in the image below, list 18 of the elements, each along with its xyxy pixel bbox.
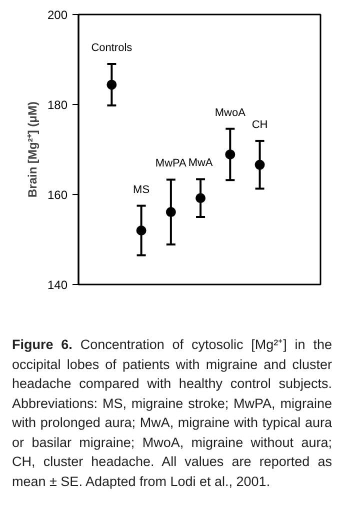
x-tick-label: Controls [91, 42, 133, 54]
point [225, 149, 236, 160]
point [136, 226, 146, 236]
point [254, 160, 265, 170]
x-tick-label: MS [133, 184, 150, 196]
text: Figure 6. Concentration of cytosolic [Mg²⁺] in the occipital lobes of patients with migraine and cluster headache compared with healthy control subjects. Abbreviations: MS, migraine stroke; MwPA, migraine with prolonged aura; MwA, migraine with typical aura or basilar migraine; MwoA, migraine without aura; CH, cluster headache. All values are reported as mean ± SE. Adapted from Lodi et al., 2001. [12, 337, 332, 489]
x-tick-label: MwPA [155, 158, 188, 170]
point [106, 80, 117, 90]
point [196, 193, 206, 204]
y-tick-label: 160 [47, 188, 68, 202]
point [166, 207, 176, 218]
y-axis-title: Brain [Mg²⁺] (μM) [25, 101, 40, 198]
y-tick-label: 200 [47, 8, 68, 22]
x-tick-label: MwoA [214, 106, 246, 119]
y-tick-label: 140 [47, 278, 68, 292]
y-tick-label: 180 [47, 98, 68, 112]
x-tick-label: MwA [188, 157, 214, 170]
x-tick-label: CH [252, 118, 268, 131]
